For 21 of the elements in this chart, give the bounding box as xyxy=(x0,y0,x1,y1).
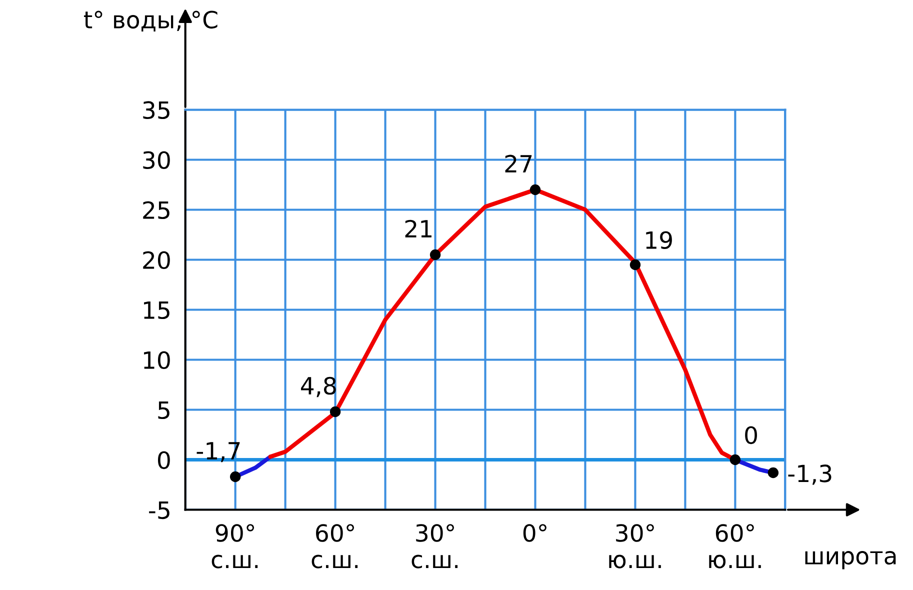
y-tick-label: 35 xyxy=(143,101,170,120)
x-axis-title: широта xyxy=(805,551,896,570)
data-label: 21 xyxy=(405,220,432,238)
x-tick-label: 60° ю.ш. xyxy=(709,524,761,568)
x-tick-label: 0° xyxy=(523,524,546,542)
y-tick-label: 10 xyxy=(144,351,170,370)
y-tick-label: 0 xyxy=(158,451,170,470)
y-tick-label: 25 xyxy=(143,201,170,220)
data-label: -1,3 xyxy=(788,464,832,485)
y-tick-label: 15 xyxy=(144,302,170,320)
y-axis-title: t° воды, °C xyxy=(84,10,218,32)
y-tick-label: 20 xyxy=(143,251,170,270)
y-tick-label: 5 xyxy=(158,402,170,420)
y-tick-label: -5 xyxy=(149,502,170,520)
y-tick-label: 30 xyxy=(143,151,170,170)
x-tick-label: 90° с.ш. xyxy=(212,524,258,568)
data-label: 0 xyxy=(745,426,757,444)
x-tick-label: 30° ю.ш. xyxy=(609,524,661,568)
x-tick-label: 30° с.ш. xyxy=(412,524,458,568)
data-label: 19 xyxy=(646,231,672,250)
x-tick-label: 60° с.ш. xyxy=(312,524,358,568)
